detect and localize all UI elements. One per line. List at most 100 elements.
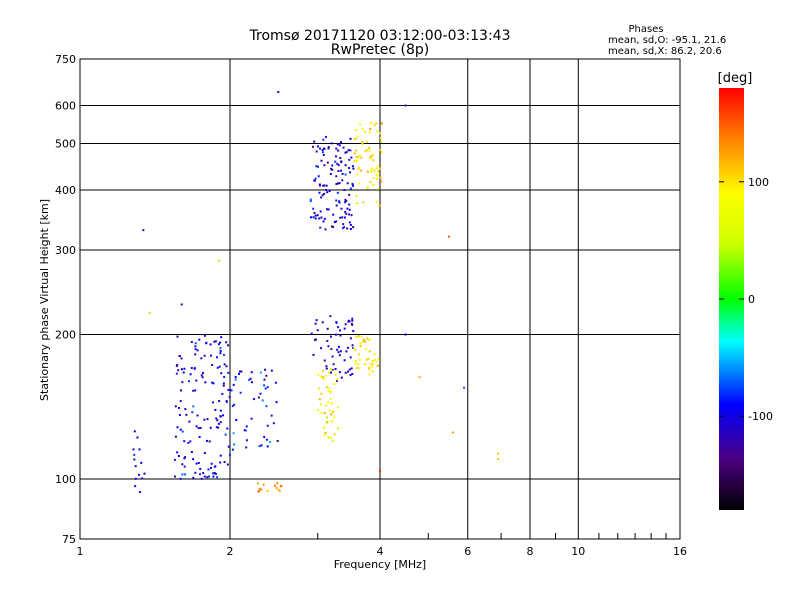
data-point: [377, 187, 380, 190]
data-point: [195, 425, 198, 428]
data-point: [187, 441, 190, 444]
data-point: [329, 397, 332, 400]
data-point: [318, 191, 321, 194]
data-point: [199, 473, 202, 476]
data-point: [334, 368, 337, 371]
data-point: [344, 164, 347, 167]
data-point: [344, 173, 347, 176]
data-point: [356, 136, 359, 139]
data-point: [266, 386, 269, 389]
data-point: [320, 392, 323, 395]
data-point: [346, 227, 349, 230]
data-point: [319, 226, 322, 229]
data-point: [330, 420, 333, 423]
data-point: [323, 359, 326, 362]
data-point: [320, 216, 323, 219]
data-point: [380, 122, 383, 125]
data-point: [198, 338, 201, 341]
colorbar-tick-label: 100: [748, 176, 769, 189]
data-point: [316, 329, 319, 332]
data-point: [333, 382, 336, 385]
data-point: [227, 445, 230, 448]
data-point: [208, 440, 211, 443]
data-point: [232, 432, 235, 435]
data-point: [258, 445, 261, 448]
data-point: [180, 303, 183, 306]
data-point: [142, 229, 145, 232]
data-point: [335, 321, 338, 324]
data-point: [232, 383, 235, 386]
data-point: [369, 156, 372, 159]
data-point: [360, 169, 363, 172]
data-point: [375, 167, 378, 170]
data-point: [219, 409, 222, 412]
data-point: [323, 412, 326, 415]
data-point: [138, 491, 141, 494]
data-point: [217, 259, 220, 262]
data-point: [203, 452, 206, 455]
data-point: [184, 408, 187, 411]
data-point: [373, 358, 376, 361]
data-point: [328, 387, 331, 390]
data-point: [325, 188, 328, 191]
data-point: [496, 452, 499, 455]
data-point: [348, 368, 351, 371]
data-point: [133, 458, 136, 461]
data-point: [342, 146, 345, 149]
data-point: [264, 387, 267, 390]
data-point: [309, 199, 312, 202]
data-point: [335, 175, 338, 178]
data-point: [319, 347, 322, 350]
data-point: [222, 384, 225, 387]
data-point: [182, 371, 185, 374]
data-point: [325, 404, 328, 407]
data-point: [355, 159, 358, 162]
phases-o-mode: mean, sd,O: -95.1, 21.6: [608, 35, 726, 46]
data-point: [265, 374, 268, 377]
data-point: [351, 317, 354, 320]
data-point: [326, 191, 329, 194]
data-point: [351, 323, 354, 326]
data-point: [274, 381, 277, 384]
data-point: [270, 414, 273, 417]
data-point: [371, 365, 374, 368]
data-point: [323, 184, 326, 187]
data-point: [351, 319, 354, 322]
data-point: [339, 141, 342, 144]
data-point: [263, 378, 266, 381]
data-point: [214, 408, 217, 411]
data-point: [210, 462, 213, 465]
colorbar-ticks: 100 0 -100: [719, 176, 773, 423]
data-point: [337, 149, 340, 152]
data-point: [140, 461, 143, 464]
data-point: [379, 180, 382, 183]
data-point: [179, 428, 182, 431]
data-point: [324, 135, 327, 138]
data-point: [323, 164, 326, 167]
data-point: [343, 226, 346, 229]
data-point: [339, 329, 342, 332]
data-point: [219, 454, 222, 457]
data-point: [369, 127, 372, 130]
data-point: [249, 377, 252, 380]
data-point: [330, 142, 333, 145]
data-point: [201, 376, 204, 379]
data-point: [219, 352, 222, 355]
data-point: [217, 422, 220, 425]
data-point: [377, 170, 380, 173]
data-point: [331, 439, 334, 442]
data-point: [376, 364, 379, 367]
data-point: [260, 444, 263, 447]
data-point: [347, 370, 350, 373]
data-point: [203, 354, 206, 357]
data-point: [340, 207, 343, 210]
data-point: [192, 476, 195, 479]
data-point: [133, 430, 136, 433]
data-point: [314, 322, 317, 325]
data-point: [191, 411, 194, 414]
data-point: [339, 169, 342, 172]
data-point: [200, 374, 203, 377]
data-point: [219, 349, 222, 352]
data-point: [337, 182, 340, 185]
data-point: [338, 371, 341, 374]
